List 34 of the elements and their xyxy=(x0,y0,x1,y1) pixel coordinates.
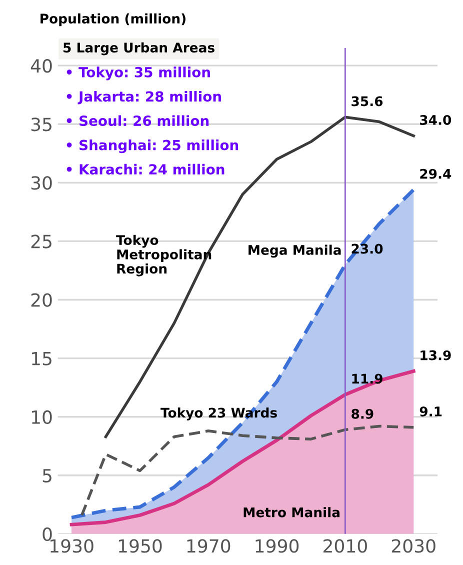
data-label: 11.9 xyxy=(352,374,382,384)
series-label: Metro Manila xyxy=(244,507,340,518)
annotation: • Jakarta: 28 million xyxy=(66,90,221,104)
data-label: 29.4 xyxy=(420,168,452,179)
y-axis-title: Population (million) xyxy=(40,13,186,26)
x-tick-label: 1990 xyxy=(256,539,299,553)
y-tick-label: 30 xyxy=(31,176,52,190)
y-tick-label: 40 xyxy=(30,59,52,73)
data-label: 8.9 xyxy=(352,408,374,419)
y-tick-label: 5 xyxy=(42,469,52,482)
x-tick-label: 1950 xyxy=(118,539,162,553)
data-label: 23.0 xyxy=(352,244,383,254)
data-label: 9.1 xyxy=(420,406,442,416)
data-label: 35.6 xyxy=(352,96,383,106)
annotation: • Shanghai: 25 million xyxy=(66,140,238,154)
y-tick-label: 10 xyxy=(32,410,52,424)
y-tick-label: 25 xyxy=(31,234,52,248)
series-label: Tokyo 23 Wards xyxy=(160,407,277,420)
x-tick-label: 2010 xyxy=(324,539,367,553)
y-tick-label: 15 xyxy=(32,352,52,366)
y-tick-label: 35 xyxy=(31,118,52,132)
line-series xyxy=(80,424,415,517)
x-tick-label: 1970 xyxy=(187,539,230,553)
annotation: • Tokyo: 35 million xyxy=(66,66,210,80)
data-label: 13.9 xyxy=(420,350,451,360)
data-label: 34.0 xyxy=(420,114,452,125)
annotation: • Karachi: 24 million xyxy=(66,164,224,175)
x-tick-label: 2030 xyxy=(392,539,436,553)
annotation: • Seoul: 26 million xyxy=(66,115,209,126)
series-label: Mega Manila xyxy=(248,244,341,258)
annotation: 5 Large Urban Areas xyxy=(64,42,214,56)
x-tick-label: 1930 xyxy=(50,539,94,553)
y-tick-label: 20 xyxy=(31,293,52,307)
y-tick-label: 0 xyxy=(42,527,52,542)
